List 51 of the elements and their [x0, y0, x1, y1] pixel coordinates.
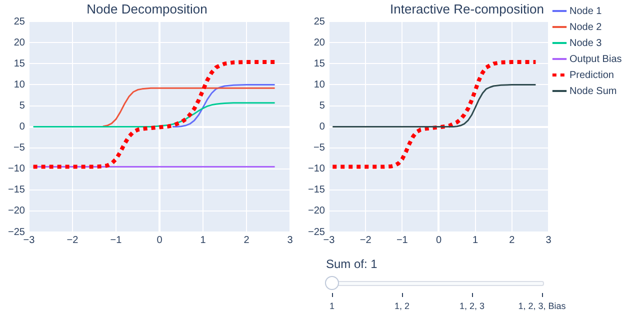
y-tick-label: 5 [19, 100, 26, 112]
text: 1 [329, 301, 335, 311]
y-tick-label: 20 [14, 37, 26, 48]
y-tick-label: −15 [308, 184, 326, 196]
y-tick-label: 20 [314, 37, 326, 48]
x-tick-label: −1 [110, 234, 122, 246]
x-tick-label: 1 [200, 234, 206, 246]
y-tick-label: 0 [19, 122, 26, 133]
y-tick-label: 15 [314, 58, 326, 70]
x-tick-label: 2 [244, 234, 250, 246]
y-tick-label: −10 [8, 164, 26, 175]
text: Prediction [570, 70, 614, 81]
x-tick-label: 3 [546, 234, 552, 246]
text: Output Bias [570, 54, 622, 65]
x-tick-label: −1 [396, 234, 408, 246]
x-tick-label: −2 [66, 234, 79, 246]
x-tick-label: 2 [509, 234, 516, 246]
text: Node 1 [570, 6, 602, 17]
x-tick-label: 3 [287, 234, 294, 246]
y-tick-label: 10 [14, 79, 26, 90]
y-tick-label: −20 [8, 206, 26, 217]
legend-label: Node Sum [570, 86, 617, 97]
chart-title: Node Decomposition [86, 1, 208, 16]
y-tick-label: 0 [319, 122, 326, 133]
x-tick-label: 0 [436, 234, 442, 246]
y-tick-label: 25 [314, 16, 326, 28]
y-tick-label: −20 [308, 206, 326, 217]
chart-title: Interactive Re-composition [390, 1, 544, 16]
x-tick-label: 0 [156, 234, 163, 246]
y-tick-label: 10 [314, 79, 326, 90]
text: 1, 2, 3 [459, 301, 485, 311]
text: 1, 2 [394, 301, 410, 311]
y-tick-label: 15 [14, 58, 26, 70]
y-tick-label: −25 [8, 226, 26, 238]
y-tick-label: 25 [14, 16, 26, 28]
y-tick-label: −25 [308, 226, 326, 238]
x-tick-label: 1 [472, 234, 479, 246]
text: Node 3 [570, 38, 602, 49]
line-series [31, 60, 277, 169]
x-tick-label: −3 [323, 234, 336, 246]
y-tick-label: −10 [308, 164, 326, 175]
text: Node 2 [570, 22, 602, 33]
line-series [330, 60, 538, 169]
y-tick-label: −15 [8, 184, 26, 196]
x-tick-label: −3 [23, 234, 36, 246]
text: 1, 2, 3, Bias [518, 301, 566, 311]
y-tick-label: −5 [314, 142, 326, 154]
text: Sum of: 1 [326, 257, 378, 271]
y-tick-label: 5 [319, 100, 326, 112]
x-tick-label: −2 [360, 234, 372, 246]
y-tick-label: −5 [14, 142, 26, 154]
